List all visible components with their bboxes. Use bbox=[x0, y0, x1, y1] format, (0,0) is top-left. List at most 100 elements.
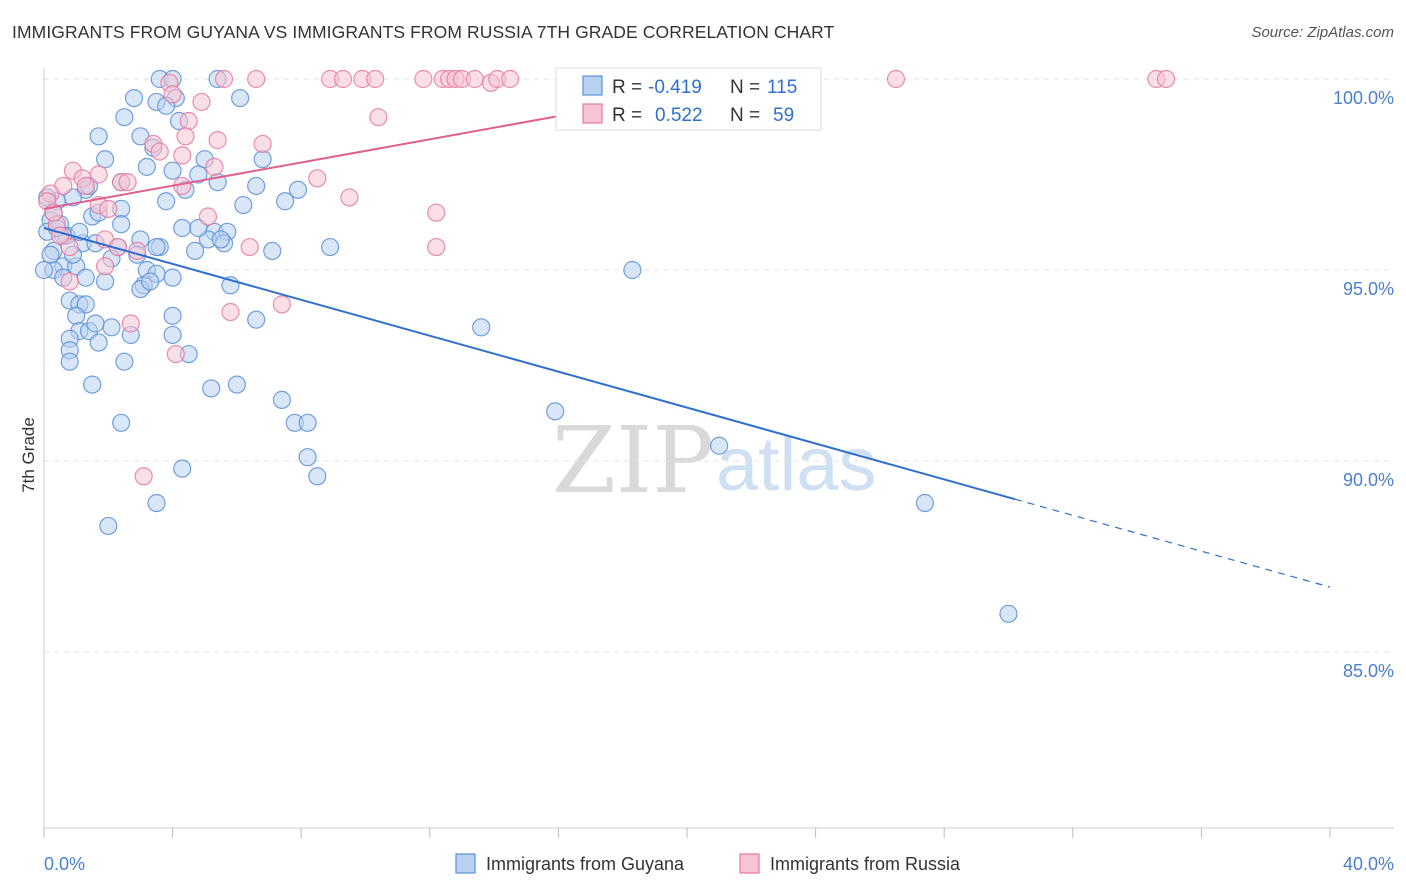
point-russia-15 bbox=[501, 69, 520, 89]
point-guyana-101 bbox=[710, 436, 729, 455]
point-russia-32 bbox=[205, 157, 224, 176]
stats-r-label-guyana: R = bbox=[612, 77, 642, 98]
point-guyana-81 bbox=[202, 379, 221, 398]
point-guyana-80 bbox=[83, 375, 102, 394]
point-russia-18 bbox=[886, 69, 906, 89]
point-guyana-6 bbox=[231, 88, 250, 108]
stats-n-value-russia: 59 bbox=[773, 105, 794, 126]
point-russia-30 bbox=[173, 146, 192, 165]
point-russia-42 bbox=[340, 188, 359, 207]
point-guyana-17 bbox=[137, 157, 156, 176]
point-guyana-8 bbox=[115, 108, 134, 127]
point-guyana-57 bbox=[76, 268, 95, 287]
stats-n-label-guyana: N = bbox=[730, 77, 760, 98]
point-russia-60 bbox=[134, 467, 153, 486]
point-russia-36 bbox=[118, 173, 137, 192]
point-guyana-102 bbox=[915, 493, 935, 513]
stats-n-label-russia: N = bbox=[730, 105, 760, 126]
point-russia-40 bbox=[76, 176, 95, 196]
point-guyana-111 bbox=[140, 272, 160, 291]
point-russia-46 bbox=[198, 207, 218, 226]
y-tick-label-85: 85.0% bbox=[1343, 661, 1394, 681]
point-guyana-75 bbox=[163, 325, 182, 345]
point-guyana-82 bbox=[227, 375, 246, 394]
trend-line-guyana-extension bbox=[1014, 498, 1331, 588]
point-guyana-72 bbox=[102, 318, 121, 337]
y-tick-label-90: 90.0% bbox=[1343, 470, 1394, 490]
point-russia-53 bbox=[128, 241, 147, 260]
point-russia-58 bbox=[121, 314, 140, 333]
point-russia-45 bbox=[427, 203, 446, 222]
point-guyana-90 bbox=[147, 493, 166, 513]
source-label: Source: ZipAtlas.com bbox=[1251, 24, 1394, 41]
point-guyana-89 bbox=[308, 467, 327, 486]
point-guyana-22 bbox=[288, 180, 308, 199]
point-guyana-87 bbox=[298, 448, 317, 467]
legend-label-guyana[interactable]: Immigrants from Guyana bbox=[486, 854, 685, 874]
point-guyana-34 bbox=[112, 215, 131, 234]
point-guyana-3 bbox=[124, 88, 144, 108]
point-guyana-51 bbox=[321, 237, 340, 257]
point-guyana-50 bbox=[263, 241, 282, 260]
point-guyana-58 bbox=[95, 272, 115, 291]
point-russia-6 bbox=[366, 69, 385, 89]
point-russia-37 bbox=[308, 169, 327, 188]
stats-swatch-russia bbox=[582, 103, 603, 124]
point-guyana-27 bbox=[157, 192, 176, 211]
point-guyana-49 bbox=[186, 241, 205, 260]
y-tick-label-95: 95.0% bbox=[1343, 279, 1394, 299]
point-russia-4 bbox=[333, 69, 353, 89]
stats-box: R = -0.419 N = 115 R = 0.522 N = 59 bbox=[555, 67, 822, 131]
point-russia-25 bbox=[176, 127, 195, 146]
legend-label-russia[interactable]: Immigrants from Russia bbox=[770, 854, 961, 874]
trend-line-guyana bbox=[43, 227, 1016, 501]
point-guyana-48 bbox=[147, 237, 166, 257]
point-guyana-79 bbox=[115, 352, 134, 371]
point-guyana-16 bbox=[163, 161, 182, 180]
stats-r-label-russia: R = bbox=[612, 105, 642, 126]
stats-r-value-guyana: -0.419 bbox=[648, 77, 702, 98]
point-russia-55 bbox=[60, 272, 79, 291]
y-tick-label-100: 100.0% bbox=[1333, 88, 1394, 108]
point-russia-44 bbox=[99, 199, 118, 218]
point-russia-1 bbox=[214, 69, 234, 89]
x-tick-label-max: 40.0% bbox=[1343, 854, 1394, 874]
point-guyana-29 bbox=[234, 195, 253, 215]
point-russia-54 bbox=[95, 257, 115, 276]
watermark-atlas: atlas bbox=[716, 422, 877, 507]
point-russia-24 bbox=[179, 111, 198, 131]
x-ticks bbox=[43, 828, 1331, 838]
legend-swatch-guyana[interactable] bbox=[455, 853, 476, 874]
point-guyana-85 bbox=[298, 413, 317, 432]
point-russia-51 bbox=[427, 237, 446, 257]
point-russia-21 bbox=[163, 85, 182, 104]
stats-swatch-guyana bbox=[582, 75, 603, 96]
point-guyana-10 bbox=[89, 127, 108, 146]
stats-n-value-guyana: 115 bbox=[767, 77, 797, 98]
point-guyana-68 bbox=[163, 306, 182, 325]
point-guyana-15 bbox=[253, 150, 272, 169]
point-russia-22 bbox=[192, 92, 211, 112]
point-russia-59 bbox=[166, 344, 185, 364]
stats-r-value-russia: 0.522 bbox=[655, 105, 703, 126]
point-russia-7 bbox=[414, 69, 433, 89]
point-guyana-13 bbox=[95, 150, 115, 169]
legend-swatch-russia[interactable] bbox=[739, 853, 760, 874]
point-russia-20 bbox=[1156, 69, 1176, 89]
legend: Immigrants from Guyana Immigrants from R… bbox=[455, 853, 961, 874]
point-guyana-86 bbox=[112, 413, 131, 432]
point-russia-50 bbox=[240, 237, 259, 257]
point-russia-29 bbox=[150, 142, 169, 161]
point-russia-12 bbox=[465, 69, 484, 89]
chart-title: IMMIGRANTS FROM GUYANA VS IMMIGRANTS FRO… bbox=[12, 22, 835, 42]
x-tick-label-min: 0.0% bbox=[44, 854, 85, 874]
point-guyana-60 bbox=[163, 268, 182, 287]
point-guyana-103 bbox=[999, 604, 1018, 623]
point-guyana-88 bbox=[173, 459, 192, 478]
point-guyana-35 bbox=[173, 218, 192, 238]
y-axis-label: 7th Grade bbox=[19, 417, 38, 493]
point-russia-56 bbox=[272, 295, 292, 314]
point-guyana-95 bbox=[41, 245, 60, 264]
point-russia-23 bbox=[369, 108, 388, 127]
point-guyana-28 bbox=[276, 192, 295, 211]
